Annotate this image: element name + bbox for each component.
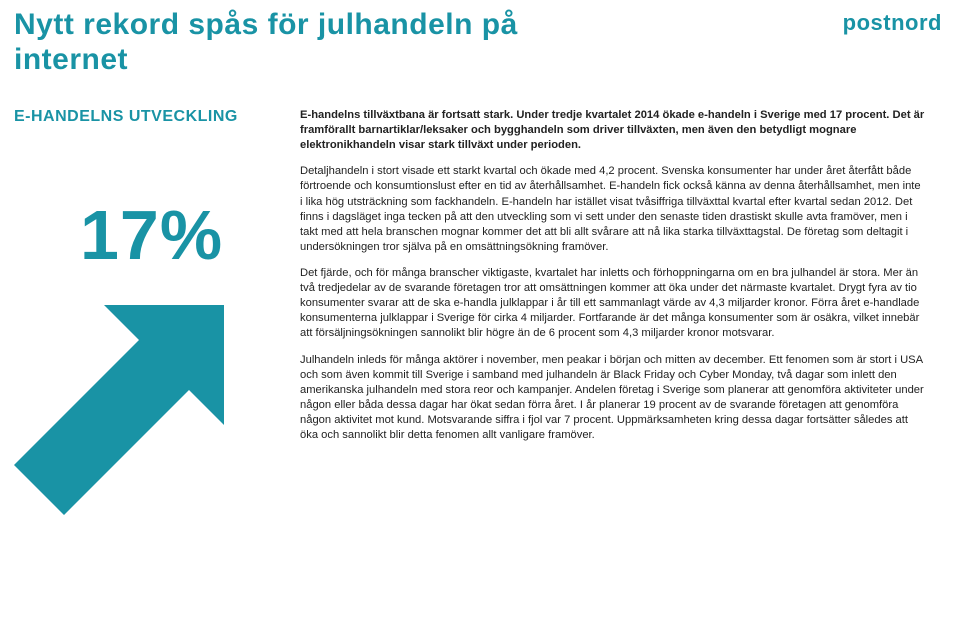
postnord-logo: postnord [843, 10, 942, 36]
paragraph-3: Det fjärde, och för många branscher vikt… [300, 266, 926, 342]
paragraph-2: Detaljhandeln i stort visade ett starkt … [300, 164, 926, 255]
arrow-shape [14, 305, 224, 515]
paragraph-lead: E-handelns tillväxtbana är fortsatt star… [300, 108, 926, 153]
page-title: Nytt rekord spås för julhandeln på inter… [14, 8, 574, 77]
growth-arrow-icon [14, 295, 234, 515]
paragraph-4: Julhandeln inleds för många aktörer i no… [300, 353, 926, 444]
growth-stat: 17% [80, 195, 223, 275]
section-subhead: E-HANDELNS UTVECKLING [14, 108, 238, 126]
body-text: E-handelns tillväxtbana är fortsatt star… [300, 108, 926, 454]
